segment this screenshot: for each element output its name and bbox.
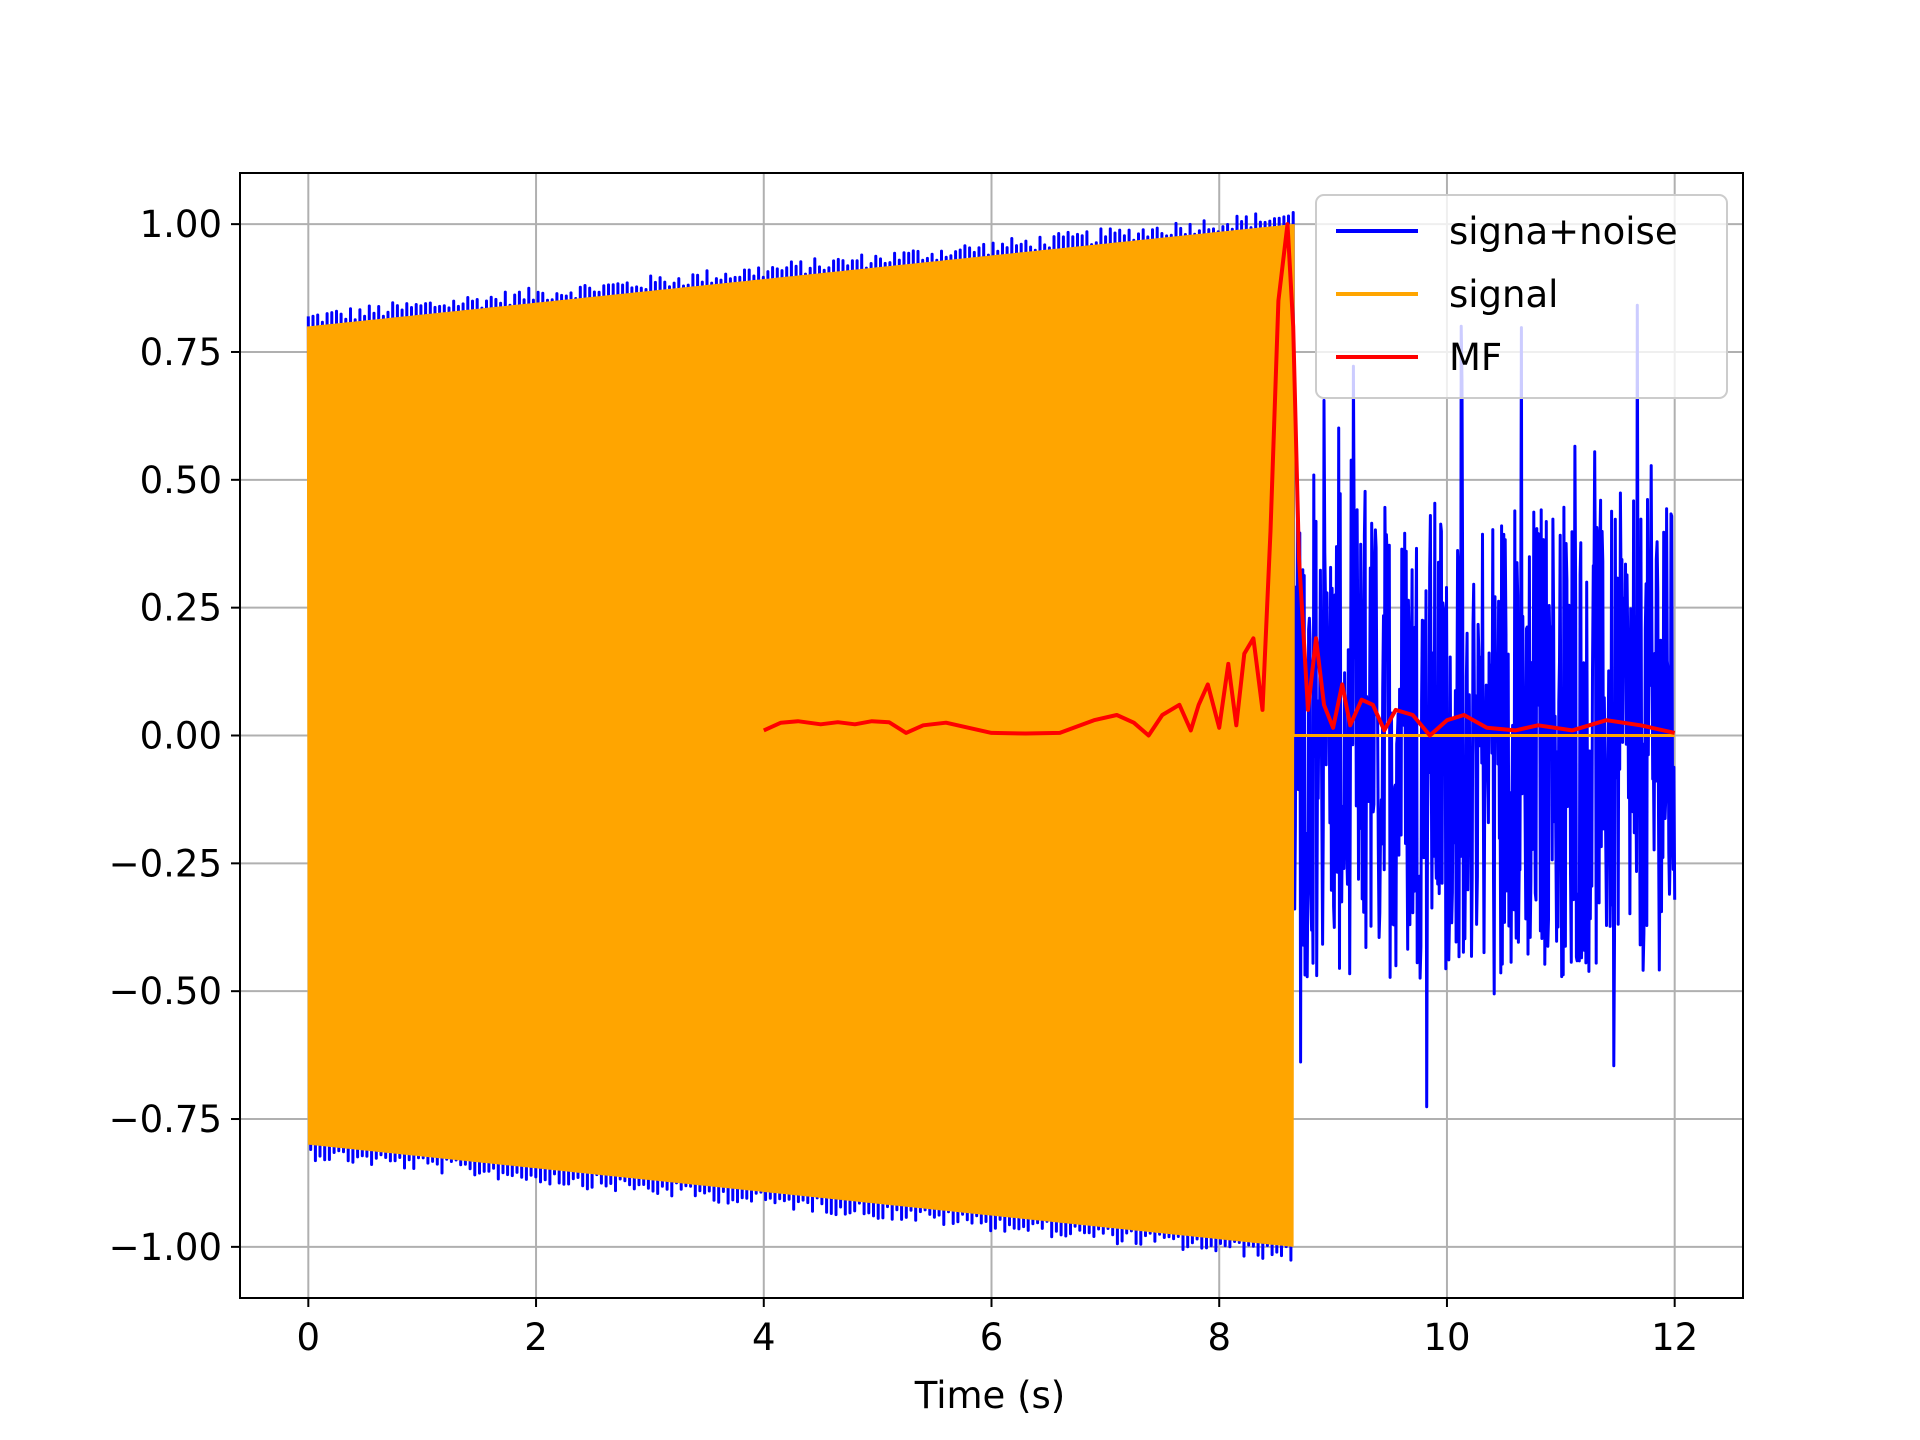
y-tick-label: −1.00 [109,1226,222,1269]
y-tick-label: −0.25 [109,842,222,885]
y-tick-label: 0.50 [140,459,222,502]
x-axis-label: Time (s) [914,1374,1065,1417]
x-tick-label: 6 [980,1316,1004,1359]
legend-label-mf: MF [1449,336,1502,379]
y-tick-label: 0.25 [140,587,222,630]
series-layer [306,211,1677,1262]
y-tick-label: −0.50 [109,970,222,1013]
series-mf-line [762,222,1676,738]
x-tick-label: 12 [1651,1316,1698,1359]
y-tick-label: 0.00 [140,715,222,758]
legend: signa+noise signal MF [1315,194,1728,399]
ticks: 0 2 4 6 8 10 12 1.00 0.75 0.50 0.25 0.00 −0.25 −0.50 −… [109,203,1699,1359]
y-tick-label: −0.75 [109,1098,222,1141]
series-signal-line [306,224,1675,1247]
x-tick-label: 0 [297,1316,321,1359]
x-tick-label: 4 [752,1316,776,1359]
legend-box [1315,194,1728,399]
x-tick-label: 2 [524,1316,548,1359]
legend-label-signal: signal [1449,273,1558,316]
x-tick-label: 8 [1207,1316,1231,1359]
legend-label-signal-noise: signa+noise [1449,210,1678,253]
y-tick-label: 1.00 [140,203,222,246]
x-tick-label: 10 [1423,1316,1470,1359]
y-tick-label: 0.75 [140,331,222,374]
